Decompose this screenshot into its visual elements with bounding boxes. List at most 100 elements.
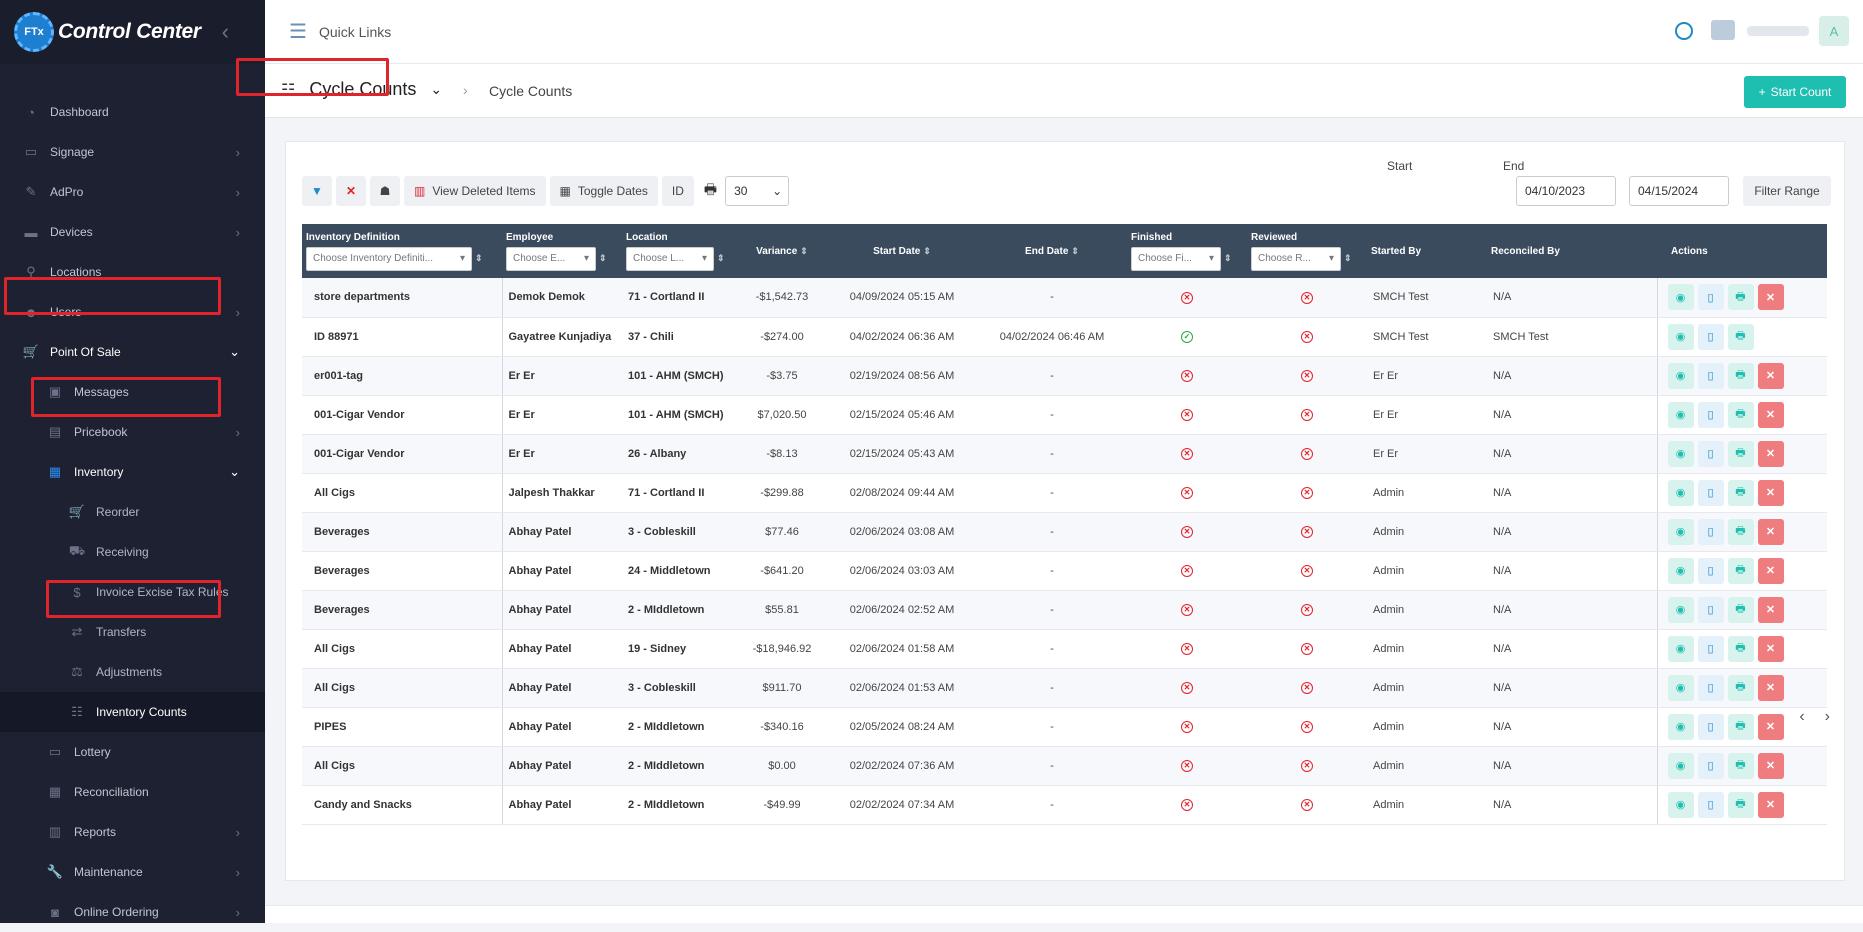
sort-icon[interactable]: ⇕ xyxy=(1224,253,1232,263)
eye-icon[interactable]: ◉ xyxy=(1667,401,1694,428)
eye-icon[interactable]: ◉ xyxy=(1667,752,1694,779)
print-icon[interactable]: 🖶 xyxy=(703,181,718,197)
document-icon[interactable]: ▯ xyxy=(1697,479,1724,506)
sort-icon[interactable]: ⇕ xyxy=(1344,253,1352,263)
location-filter-select[interactable]: Choose L... ▾ xyxy=(626,246,714,271)
quick-links[interactable]: Quick Links xyxy=(318,23,392,40)
col-variance[interactable]: Variance ⇕ xyxy=(737,224,827,278)
print-icon[interactable]: 🖶 xyxy=(1727,713,1754,740)
document-icon[interactable]: ▯ xyxy=(1697,362,1724,389)
columns-button[interactable]: ☗ xyxy=(370,176,400,206)
print-icon[interactable]: 🖶 xyxy=(1727,518,1754,545)
sidebar-item-devices[interactable]: ▬ Devices › xyxy=(0,212,265,252)
clear-filter-button[interactable]: ✕ xyxy=(336,176,366,206)
prev-page-icon[interactable]: ‹ xyxy=(1799,708,1805,725)
filter-range-button[interactable]: Filter Range xyxy=(1743,176,1831,206)
delete-icon[interactable]: ✕ xyxy=(1757,362,1784,389)
delete-icon[interactable]: ✕ xyxy=(1757,440,1784,467)
breadcrumb[interactable]: Cycle Counts xyxy=(489,83,573,99)
page-size-select[interactable]: 30 ⌄ xyxy=(725,176,790,206)
sidebar-item-online-ordering[interactable]: ◙ Online Ordering › xyxy=(0,892,265,932)
sidebar-item-receiving[interactable]: ⛟ Receiving xyxy=(0,532,265,572)
sidebar-item-inventory-counts[interactable]: ☷ Inventory Counts xyxy=(0,692,265,732)
sidebar-item-reorder[interactable]: 🛒 Reorder xyxy=(0,492,265,532)
delete-icon[interactable]: ✕ xyxy=(1757,635,1784,662)
view-deleted-button[interactable]: ▥ View Deleted Items xyxy=(404,176,546,206)
employee-filter-select[interactable]: Choose E... ▾ xyxy=(506,246,596,271)
delete-icon[interactable]: ✕ xyxy=(1757,791,1784,818)
end-date-input[interactable]: 04/15/2024 xyxy=(1629,176,1729,206)
print-icon[interactable]: 🖶 xyxy=(1727,674,1754,701)
menu-icon[interactable]: ☰ xyxy=(289,21,307,43)
delete-icon[interactable]: ✕ xyxy=(1757,674,1784,701)
avatar[interactable]: A xyxy=(1819,16,1849,46)
eye-icon[interactable]: ◉ xyxy=(1667,479,1694,506)
eye-icon[interactable]: ◉ xyxy=(1667,557,1694,584)
print-icon[interactable]: 🖶 xyxy=(1727,284,1754,311)
search-icon[interactable] xyxy=(1675,22,1693,40)
print-icon[interactable]: 🖶 xyxy=(1727,557,1754,584)
print-icon[interactable]: 🖶 xyxy=(1727,596,1754,623)
logo[interactable]: FTx Control Center ‹ xyxy=(0,0,265,64)
sort-icon[interactable]: ⇕ xyxy=(599,253,607,263)
start-date-input[interactable]: 04/10/2023 xyxy=(1516,176,1616,206)
delete-icon[interactable]: ✕ xyxy=(1757,401,1784,428)
sidebar-item-dashboard[interactable]: ◔ Dashboard xyxy=(0,92,265,132)
document-icon[interactable]: ▯ xyxy=(1697,284,1724,311)
print-icon[interactable]: 🖶 xyxy=(1727,479,1754,506)
id-button[interactable]: ID xyxy=(661,176,694,206)
eye-icon[interactable]: ◉ xyxy=(1667,440,1694,467)
store-thumbnail[interactable] xyxy=(1711,20,1735,40)
delete-icon[interactable]: ✕ xyxy=(1757,479,1784,506)
sidebar-item-reports[interactable]: ▥ Reports › xyxy=(0,812,265,852)
delete-icon[interactable]: ✕ xyxy=(1757,752,1784,779)
eye-icon[interactable]: ◉ xyxy=(1667,635,1694,662)
print-icon[interactable]: 🖶 xyxy=(1727,635,1754,662)
document-icon[interactable]: ▯ xyxy=(1697,791,1724,818)
next-page-icon[interactable]: › xyxy=(1824,708,1830,725)
sidebar-item-pricebook[interactable]: ▤ Pricebook › xyxy=(0,412,265,452)
eye-icon[interactable]: ◉ xyxy=(1667,518,1694,545)
sidebar-item-invoice-excise-tax-rules[interactable]: $ Invoice Excise Tax Rules xyxy=(0,572,265,612)
document-icon[interactable]: ▯ xyxy=(1697,596,1724,623)
print-icon[interactable]: 🖶 xyxy=(1727,791,1754,818)
definition-filter-select[interactable]: Choose Inventory Definiti... ▾ xyxy=(306,246,472,271)
print-icon[interactable]: 🖶 xyxy=(1727,440,1754,467)
delete-icon[interactable]: ✕ xyxy=(1757,557,1784,584)
col-end-date[interactable]: End Date ⇕ xyxy=(977,224,1127,278)
sort-icon[interactable]: ⇕ xyxy=(717,253,725,263)
sidebar-item-adjustments[interactable]: ⚖ Adjustments xyxy=(0,652,265,692)
user-name-blurred[interactable] xyxy=(1747,26,1809,36)
sidebar-item-locations[interactable]: ⚲ Locations xyxy=(0,252,265,292)
document-icon[interactable]: ▯ xyxy=(1697,323,1724,350)
eye-icon[interactable]: ◉ xyxy=(1667,284,1694,311)
sidebar-item-transfers[interactable]: ⇄ Transfers xyxy=(0,612,265,652)
sidebar-item-reconciliation[interactable]: ▦ Reconciliation xyxy=(0,772,265,812)
sidebar-item-signage[interactable]: ▭ Signage › xyxy=(0,132,265,172)
document-icon[interactable]: ▯ xyxy=(1697,674,1724,701)
collapse-sidebar-icon[interactable]: ‹ xyxy=(221,19,229,44)
filter-button[interactable]: ▼ xyxy=(302,176,332,206)
start-count-button[interactable]: + Start Count xyxy=(1744,76,1846,108)
document-icon[interactable]: ▯ xyxy=(1697,557,1724,584)
print-icon[interactable]: 🖶 xyxy=(1727,752,1754,779)
sidebar-item-inventory[interactable]: ▦ Inventory ⌄ xyxy=(0,452,265,492)
document-icon[interactable]: ▯ xyxy=(1697,401,1724,428)
sidebar-item-point-of-sale[interactable]: 🛒 Point Of Sale ⌄ xyxy=(0,332,265,372)
sidebar-item-lottery[interactable]: ▭ Lottery xyxy=(0,732,265,772)
document-icon[interactable]: ▯ xyxy=(1697,518,1724,545)
eye-icon[interactable]: ◉ xyxy=(1667,713,1694,740)
document-icon[interactable]: ▯ xyxy=(1697,440,1724,467)
document-icon[interactable]: ▯ xyxy=(1697,635,1724,662)
delete-icon[interactable]: ✕ xyxy=(1757,518,1784,545)
sidebar-item-maintenance[interactable]: 🔧 Maintenance › xyxy=(0,852,265,892)
reviewed-filter-select[interactable]: Choose R... ▾ xyxy=(1251,246,1341,271)
document-icon[interactable]: ▯ xyxy=(1697,713,1724,740)
delete-icon[interactable]: ✕ xyxy=(1757,284,1784,311)
eye-icon[interactable]: ◉ xyxy=(1667,362,1694,389)
toggle-dates-button[interactable]: ▦ Toggle Dates xyxy=(549,176,658,206)
document-icon[interactable]: ▯ xyxy=(1697,752,1724,779)
print-icon[interactable]: 🖶 xyxy=(1727,401,1754,428)
delete-icon[interactable]: ✕ xyxy=(1757,713,1784,740)
sort-icon[interactable]: ⇕ xyxy=(475,253,483,263)
